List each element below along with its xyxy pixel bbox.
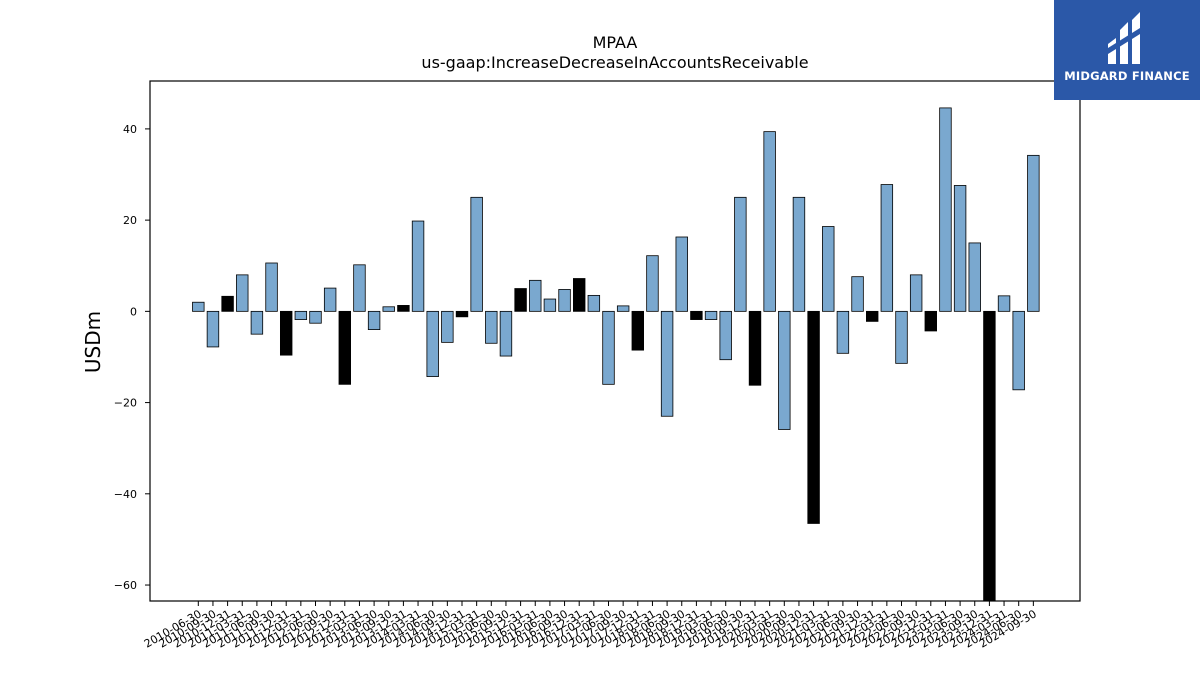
y-tick-label: −60 (114, 579, 137, 592)
bar (206, 310, 220, 348)
bar (675, 236, 688, 312)
bar (221, 295, 234, 312)
plot-frame (149, 80, 1081, 602)
bar (822, 226, 835, 312)
midgard-logo-icon (1108, 12, 1140, 64)
bar (778, 310, 791, 430)
bar (485, 310, 498, 344)
bar (704, 310, 718, 320)
bar (763, 131, 776, 312)
bar (558, 289, 571, 312)
bar (294, 310, 308, 320)
bar (953, 185, 967, 312)
bar (660, 310, 674, 417)
y-axis-label: USDm (81, 311, 105, 373)
logo-text: MIDGARD FINANCE (1064, 69, 1190, 83)
bar (983, 310, 996, 602)
bar (411, 220, 425, 312)
bar (719, 310, 732, 361)
bar (499, 310, 513, 357)
bar (236, 274, 249, 312)
bar (529, 279, 542, 312)
bar (602, 310, 615, 385)
bar (426, 310, 439, 377)
bar (924, 310, 938, 332)
bar (455, 310, 469, 318)
bar (1012, 310, 1025, 391)
bar (470, 196, 483, 312)
bar (866, 310, 879, 322)
bar (309, 310, 322, 324)
bar (397, 305, 410, 312)
bar (939, 107, 952, 312)
chart-subtitle: us-gaap:IncreaseDecreaseInAccountsReceiv… (421, 53, 808, 72)
y-tick-label: 40 (123, 123, 137, 136)
bar (646, 255, 659, 312)
bar (616, 305, 630, 312)
bar (573, 278, 586, 312)
bar (807, 310, 820, 524)
bar (836, 310, 850, 354)
y-tick-label: 0 (130, 305, 137, 318)
bar (748, 310, 762, 386)
bar (367, 310, 381, 331)
bar (631, 310, 645, 351)
bar (997, 295, 1011, 312)
bar (587, 294, 601, 312)
bar (880, 184, 894, 312)
x-axis-ticks: 2010-06-302010-09-302010-12-312011-03-31… (142, 601, 1039, 651)
bar (250, 310, 264, 335)
bar (909, 274, 923, 312)
midgard-finance-logo: MIDGARD FINANCE (1054, 0, 1200, 100)
bar (338, 310, 352, 385)
bar (353, 264, 366, 312)
bar (968, 242, 981, 312)
bar (279, 310, 293, 356)
bar (514, 288, 527, 312)
bar (851, 276, 864, 312)
bar (895, 310, 908, 364)
y-tick-label: 20 (123, 214, 137, 227)
y-tick-label: −40 (114, 488, 137, 501)
bar (323, 287, 337, 312)
bar (734, 196, 747, 312)
bar (382, 306, 395, 312)
bar (192, 301, 205, 312)
bar (543, 298, 557, 312)
y-axis-ticks: −60 −40 −20 0 20 40 (114, 123, 150, 592)
bar (441, 310, 454, 343)
chart-title: MPAA (593, 33, 638, 52)
bar (1027, 154, 1040, 312)
bar (792, 196, 806, 312)
y-tick-label: −20 (114, 397, 137, 410)
bars-group (192, 107, 1040, 602)
bar (265, 262, 278, 312)
bar (690, 310, 703, 320)
